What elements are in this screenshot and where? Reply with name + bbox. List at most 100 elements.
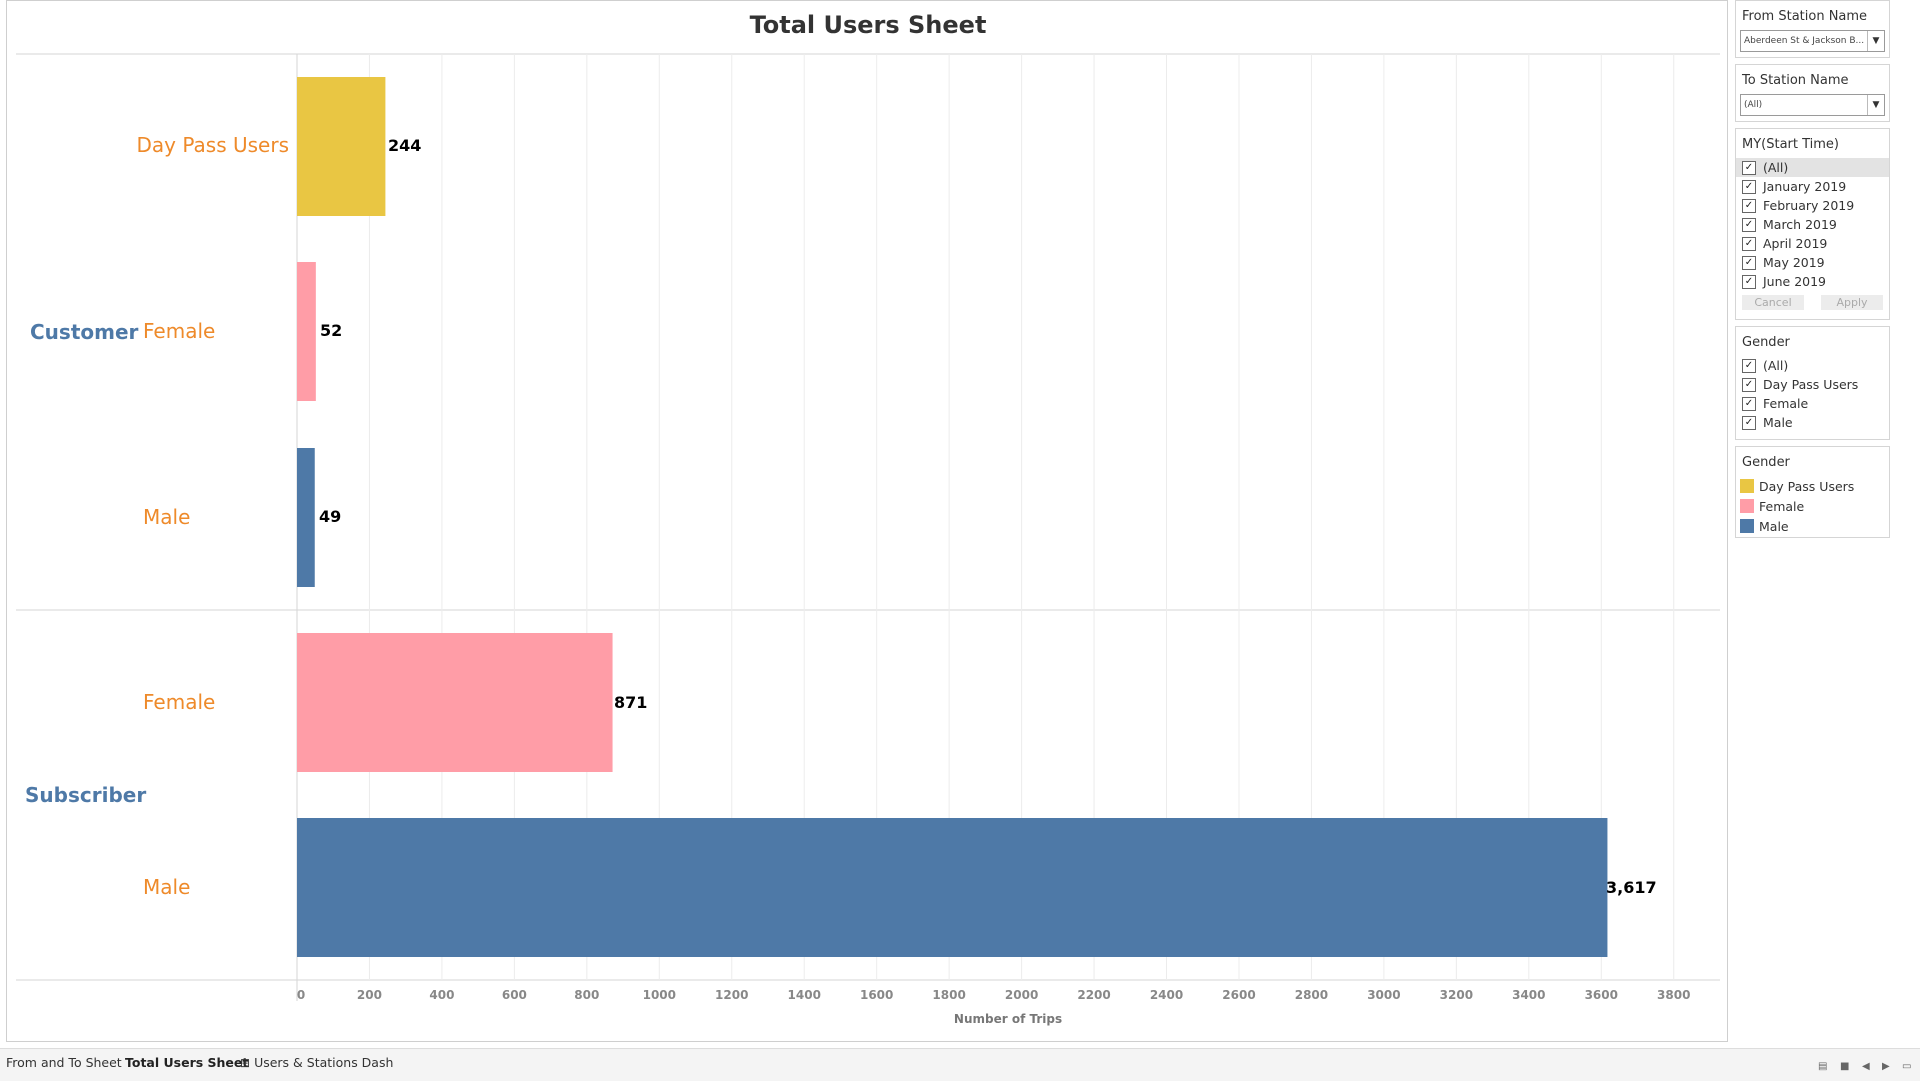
value-label-customer-female: 52 bbox=[320, 321, 343, 340]
checkbox-checked-icon[interactable]: ✓ bbox=[1742, 160, 1756, 175]
checkbox-checked-icon[interactable]: ✓ bbox=[1742, 358, 1756, 373]
tab-from-and-to-sheet[interactable]: From and To Sheet bbox=[6, 1055, 122, 1070]
month-option-all[interactable]: ✓ (All) bbox=[1736, 158, 1889, 177]
present-icon[interactable]: ▭ bbox=[1902, 1061, 1912, 1072]
option-label: May 2019 bbox=[1763, 255, 1825, 270]
grid-view-icon[interactable]: ▤ bbox=[1818, 1061, 1828, 1072]
from-station-filter: From Station Name Aberdeen St & Jackson … bbox=[1735, 0, 1890, 58]
legend-label: Day Pass Users bbox=[1759, 478, 1855, 494]
legend-item[interactable]: Day Pass Users bbox=[1736, 476, 1889, 496]
legend-item[interactable]: Male bbox=[1736, 516, 1889, 536]
option-label: January 2019 bbox=[1763, 179, 1847, 194]
checkbox-checked-icon[interactable]: ✓ bbox=[1742, 377, 1756, 392]
month-option[interactable]: ✓ March 2019 bbox=[1736, 215, 1889, 234]
x-tick-label: 2000 bbox=[1005, 988, 1038, 1002]
tab-total-users-sheet[interactable]: Total Users Sheet bbox=[125, 1055, 249, 1070]
single-view-icon[interactable]: ■ bbox=[1840, 1061, 1850, 1072]
x-tick-label: 2400 bbox=[1150, 988, 1183, 1002]
checkbox-checked-icon[interactable]: ✓ bbox=[1742, 415, 1756, 430]
x-tick-label: 1400 bbox=[788, 988, 821, 1002]
option-label: Female bbox=[1763, 396, 1809, 411]
x-tick-label: 2200 bbox=[1077, 988, 1110, 1002]
cancel-button[interactable]: Cancel bbox=[1742, 295, 1804, 310]
x-tick-label: 3800 bbox=[1657, 988, 1690, 1002]
gender-filter-title: Gender bbox=[1742, 335, 1790, 350]
legend-item[interactable]: Female bbox=[1736, 496, 1889, 516]
bar-customer-female[interactable] bbox=[297, 262, 316, 401]
apply-button[interactable]: Apply bbox=[1821, 295, 1883, 310]
legend-swatch bbox=[1740, 499, 1754, 513]
legend-title: Gender bbox=[1742, 455, 1790, 470]
row-label-customer-day-pass: Day Pass Users bbox=[136, 133, 289, 157]
x-tick-label: 2600 bbox=[1222, 988, 1255, 1002]
gender-option[interactable]: ✓ Female bbox=[1736, 394, 1889, 413]
scroll-left-icon[interactable]: ◀ bbox=[1862, 1061, 1870, 1072]
checkbox-checked-icon[interactable]: ✓ bbox=[1742, 274, 1756, 289]
bar-chart: 0 200 400 600 800 1000 1200 1400 1600 1800 2000 220… bbox=[16, 53, 1720, 1026]
x-tick-label: 2800 bbox=[1295, 988, 1328, 1002]
option-label: (All) bbox=[1763, 358, 1789, 373]
checkbox-checked-icon[interactable]: ✓ bbox=[1742, 179, 1756, 194]
dashboard-grid-icon: ⊞ bbox=[240, 1056, 251, 1070]
worksheet: Total Users Sheet 0 200 400 600 800 1000 1200 1… bbox=[6, 0, 1728, 1042]
value-label-customer-day-pass: 244 bbox=[388, 136, 422, 155]
month-option[interactable]: ✓ February 2019 bbox=[1736, 196, 1889, 215]
x-tick-label: 3600 bbox=[1585, 988, 1618, 1002]
row-label-customer-female: Female bbox=[143, 319, 216, 343]
month-option[interactable]: ✓ January 2019 bbox=[1736, 177, 1889, 196]
gender-option[interactable]: ✓ Day Pass Users bbox=[1736, 375, 1889, 394]
bars bbox=[297, 77, 1608, 957]
to-station-title: To Station Name bbox=[1742, 73, 1849, 88]
x-tick-label: 1200 bbox=[715, 988, 748, 1002]
month-option[interactable]: ✓ May 2019 bbox=[1736, 253, 1889, 272]
month-option[interactable]: ✓ April 2019 bbox=[1736, 234, 1889, 253]
from-station-title: From Station Name bbox=[1742, 9, 1868, 24]
option-label: (All) bbox=[1763, 160, 1789, 175]
x-tick-label: 3000 bbox=[1367, 988, 1400, 1002]
checkbox-checked-icon[interactable]: ✓ bbox=[1742, 198, 1756, 213]
from-station-value: Aberdeen St & Jackson B... bbox=[1744, 36, 1865, 46]
tab-label: Users & Stations Dash bbox=[254, 1055, 394, 1070]
scroll-right-icon[interactable]: ▶ bbox=[1882, 1061, 1890, 1072]
bar-subscriber-female[interactable] bbox=[297, 633, 613, 772]
legend-label: Female bbox=[1759, 498, 1805, 514]
group-label-subscriber: Subscriber bbox=[25, 783, 147, 807]
x-tick-label: 3400 bbox=[1512, 988, 1545, 1002]
option-label: Male bbox=[1763, 415, 1793, 430]
month-option[interactable]: ✓ June 2019 bbox=[1736, 272, 1889, 291]
from-station-dropdown[interactable]: Aberdeen St & Jackson B... ▼ bbox=[1740, 30, 1885, 52]
chevron-down-icon[interactable]: ▼ bbox=[1867, 31, 1884, 51]
bar-subscriber-male[interactable] bbox=[297, 818, 1608, 957]
value-label-subscriber-male: 3,617 bbox=[1606, 878, 1657, 897]
x-axis-title: Number of Trips bbox=[954, 1012, 1062, 1026]
legend-swatch bbox=[1740, 479, 1754, 493]
bar-customer-day-pass-users[interactable] bbox=[297, 77, 386, 216]
checkbox-checked-icon[interactable]: ✓ bbox=[1742, 236, 1756, 251]
option-label: March 2019 bbox=[1763, 217, 1837, 232]
x-tick-label: 1600 bbox=[860, 988, 893, 1002]
gender-option[interactable]: ✓ Male bbox=[1736, 413, 1889, 432]
x-tick-label: 400 bbox=[429, 988, 454, 1002]
value-label-subscriber-female: 871 bbox=[614, 693, 648, 712]
to-station-dropdown[interactable]: (All) ▼ bbox=[1740, 94, 1885, 116]
x-tick-label: 1800 bbox=[932, 988, 965, 1002]
sheet-tab-bar: From and To Sheet Total Users Sheet ⊞ Use… bbox=[0, 1048, 1920, 1081]
to-station-filter: To Station Name (All) ▼ bbox=[1735, 64, 1890, 122]
month-filter: MY(Start Time) ✓ (All) ✓ January 2019 ✓ Feb… bbox=[1735, 128, 1890, 320]
x-tick-label: 800 bbox=[574, 988, 599, 1002]
tab-users-stations-dash[interactable]: ⊞ Users & Stations Dash bbox=[240, 1055, 393, 1070]
checkbox-checked-icon[interactable]: ✓ bbox=[1742, 255, 1756, 270]
option-label: Day Pass Users bbox=[1763, 377, 1859, 392]
option-label: June 2019 bbox=[1763, 274, 1827, 289]
option-label: April 2019 bbox=[1763, 236, 1828, 251]
bar-customer-male[interactable] bbox=[297, 448, 315, 587]
x-tick-label: 3200 bbox=[1440, 988, 1473, 1002]
checkbox-checked-icon[interactable]: ✓ bbox=[1742, 396, 1756, 411]
gender-option-all[interactable]: ✓ (All) bbox=[1736, 356, 1889, 375]
chevron-down-icon[interactable]: ▼ bbox=[1867, 95, 1884, 115]
legend-label: Male bbox=[1759, 518, 1789, 534]
x-tick-labels: 0 200 400 600 800 1000 1200 1400 1600 1800 2000 220… bbox=[297, 988, 1691, 1002]
gender-legend: Gender Day Pass Users Female Male bbox=[1735, 446, 1890, 538]
checkbox-checked-icon[interactable]: ✓ bbox=[1742, 217, 1756, 232]
to-station-value: (All) bbox=[1744, 100, 1763, 110]
